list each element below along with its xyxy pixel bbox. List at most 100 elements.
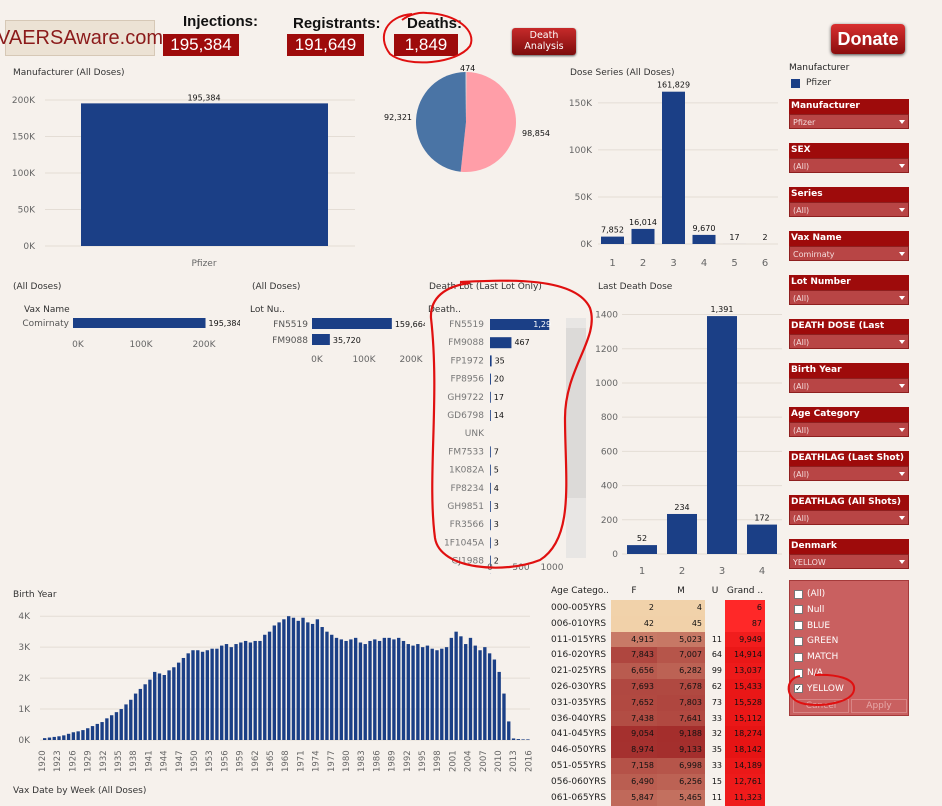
filter-select-deathlag-all-shots[interactable]: (All): [789, 510, 909, 525]
filter-select-value: (All): [793, 206, 809, 215]
heatmap-cell: 42: [611, 616, 657, 632]
heatmap-cell: 9,054: [611, 726, 657, 742]
dropdown-option[interactable]: MATCH: [794, 652, 838, 662]
dropdown-option[interactable]: Null: [794, 605, 824, 615]
death-analysis-button[interactable]: Death Analysis: [512, 28, 576, 55]
chevron-down-icon: [899, 472, 905, 476]
birth-year-bar: [277, 622, 280, 740]
birth-year-bar: [498, 672, 501, 740]
y-tick: 0: [612, 550, 618, 560]
birth-year-bar: [344, 641, 347, 740]
heatmap-row-label: 036-040YRS: [551, 711, 611, 727]
heatmap-cell: 18,142: [725, 742, 765, 758]
donate-button[interactable]: Donate: [831, 24, 905, 54]
ldd-bar-label: 52: [637, 534, 647, 543]
lot-bar: [312, 334, 330, 345]
birth-year-bar: [502, 694, 505, 740]
heatmap-row-label: 000-005YRS: [551, 600, 611, 616]
vax-x-tick: 0K: [72, 340, 85, 350]
birth-year-bar: [215, 649, 218, 740]
filter-select-age-category[interactable]: (All): [789, 422, 909, 437]
filter-select-vax-name[interactable]: Comirnaty: [789, 246, 909, 261]
birth-year-x-tick: 2016: [524, 750, 534, 772]
dose-bar: [601, 237, 624, 244]
birth-year-bar: [435, 650, 438, 740]
y-tick: 4K: [18, 612, 31, 622]
y-tick: 2K: [18, 674, 31, 684]
y-tick: 0K: [18, 736, 31, 746]
filter-select-birth-year[interactable]: (All): [789, 378, 909, 393]
birth-year-bar: [474, 646, 477, 740]
checkbox[interactable]: [794, 637, 803, 646]
filter-select-lot-number[interactable]: (All): [789, 290, 909, 305]
filter-label-vax-name: Vax Name: [789, 231, 909, 246]
birth-year-bar: [301, 618, 304, 740]
heatmap-header: U: [705, 586, 725, 596]
ldd-bar-label: 1,391: [711, 305, 734, 314]
y-tick: 50K: [575, 193, 593, 203]
site-logo[interactable]: VAERSAware.com: [5, 20, 155, 56]
birth-year-bar: [120, 709, 123, 740]
chevron-down-icon: [899, 428, 905, 432]
heatmap-cell: 15: [705, 774, 725, 790]
checkbox[interactable]: [794, 621, 803, 630]
birth-year-bar: [249, 643, 252, 741]
last-death-dose-bar-chart: 020040060080010001200140052123421,391317…: [590, 300, 785, 580]
birth-year-bar: [230, 647, 233, 740]
chevron-down-icon: [899, 516, 905, 520]
heatmap-cell: 35: [705, 742, 725, 758]
birth-year-bar: [158, 673, 161, 740]
birth-year-x-tick: 1983: [357, 750, 367, 772]
heatmap-header: M: [657, 586, 705, 596]
filter-select-manufacturer[interactable]: Pfizer: [789, 114, 909, 129]
heatmap-row-label: 051-055YRS: [551, 758, 611, 774]
filter-select-deathlag-last-shot[interactable]: (All): [789, 466, 909, 481]
y-tick: 100K: [12, 169, 36, 179]
birth-year-bar: [273, 625, 276, 740]
filter-select-denmark[interactable]: YELLOW: [789, 554, 909, 569]
filter-select-sex[interactable]: (All): [789, 158, 909, 173]
birth-year-bar: [115, 712, 118, 740]
birth-year-bar: [445, 647, 448, 740]
birth-year-x-tick: 1947: [175, 750, 185, 772]
birth-year-bar: [163, 675, 166, 740]
dropdown-option[interactable]: BLUE: [794, 621, 830, 631]
birth-year-bar: [354, 638, 357, 740]
ldd-x-tick: 1: [639, 566, 645, 577]
registrants-value: 191,649: [287, 34, 364, 56]
death-lot-circle-annotation: [425, 278, 605, 570]
y-tick: 50K: [18, 206, 36, 216]
birth-year-bar: [263, 635, 266, 740]
birth-year-bar: [100, 722, 103, 740]
vax-bar-label: 195,384: [209, 319, 240, 328]
birth-year-bar: [478, 650, 481, 740]
filter-label-series: Series: [789, 187, 909, 202]
dose-series-title: Dose Series (All Doses): [570, 68, 674, 78]
dropdown-option[interactable]: GREEN: [794, 636, 838, 646]
filter-select-series[interactable]: (All): [789, 202, 909, 217]
manufacturer-chart-title: Manufacturer (All Doses): [13, 68, 125, 78]
birth-year-x-tick: 1986: [372, 750, 382, 772]
birth-year-bar: [206, 650, 209, 740]
heatmap-row-label: 026-030YRS: [551, 679, 611, 695]
birth-year-x-tick: 1971: [296, 750, 306, 772]
dose-series-bar-chart: 0K50K100K150K7,852116,0142161,82939,6704…: [560, 78, 785, 273]
birth-year-x-tick: 1956: [220, 750, 230, 772]
birth-year-bar: [143, 684, 146, 740]
dropdown-option[interactable]: (All): [794, 589, 825, 599]
checkbox[interactable]: [794, 590, 803, 599]
checkbox[interactable]: [794, 653, 803, 662]
legend-item-pfizer: Pfizer: [806, 78, 831, 88]
filter-select-value: (All): [793, 382, 809, 391]
filter-select-death-dose-last-shot[interactable]: (All): [789, 334, 909, 349]
heatmap-cell: 7,652: [611, 695, 657, 711]
filter-select-value: (All): [793, 162, 809, 171]
heatmap-row-label: 021-025YRS: [551, 663, 611, 679]
heatmap-cell: 6: [725, 600, 765, 616]
birth-year-bar: [134, 694, 137, 740]
checkbox[interactable]: [794, 605, 803, 614]
ldd-x-tick: 2: [679, 566, 685, 577]
heatmap-cell: 12,761: [725, 774, 765, 790]
birth-year-bar: [48, 738, 51, 740]
